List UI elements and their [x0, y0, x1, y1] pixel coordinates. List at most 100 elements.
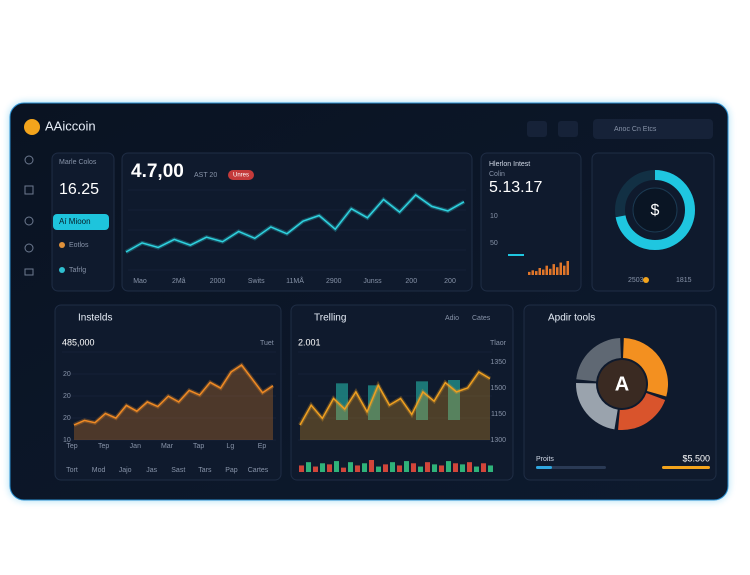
axis-label: Tort	[66, 467, 78, 474]
volume-bar	[467, 462, 472, 472]
nav-icon[interactable]	[24, 268, 34, 276]
area	[300, 372, 490, 440]
donut-center	[632, 187, 678, 233]
axis-label: Ep	[258, 443, 267, 450]
nav-icon[interactable]	[24, 185, 34, 195]
axis-label: Tars	[198, 467, 212, 474]
axis-label: Jajo	[119, 467, 132, 474]
search-box[interactable]	[593, 119, 713, 139]
area	[74, 365, 273, 440]
axis-label: Tep	[98, 443, 109, 450]
legend-bar	[508, 254, 524, 256]
axis-label: 2Mâ	[172, 278, 186, 285]
item-dot	[59, 267, 65, 273]
logo	[24, 119, 40, 135]
card-title: Instelds	[78, 313, 112, 324]
volume-bar	[418, 466, 423, 472]
y-label: 10	[490, 213, 498, 220]
card-value: 16.25	[59, 181, 99, 198]
y-label: 1300	[490, 437, 506, 444]
tools-value: $5.500	[682, 453, 710, 463]
bar	[448, 380, 460, 420]
y-label: 1150	[491, 411, 506, 418]
volume-bar	[383, 464, 388, 472]
volume-bar	[446, 461, 451, 472]
line	[73, 363, 274, 426]
y-label: 20	[63, 415, 71, 422]
icon-button[interactable]	[527, 121, 547, 137]
card-unit: Tuet	[260, 340, 274, 347]
active-button[interactable]	[53, 214, 109, 230]
y-label: 10	[63, 437, 71, 444]
nav-item[interactable]: Aí Mioon	[59, 217, 91, 226]
donut-symbol: $	[651, 202, 660, 219]
nav-icon[interactable]	[24, 216, 34, 226]
tools-label: Proits	[536, 456, 554, 463]
volume-bar	[453, 463, 458, 472]
sidebar-icons	[24, 155, 34, 276]
bar	[552, 264, 555, 275]
progress-track	[536, 466, 606, 469]
donut-segment	[618, 393, 666, 430]
bar	[545, 265, 548, 275]
card-title: Hlerlon Intest	[489, 161, 530, 168]
volume-bar	[362, 463, 367, 472]
line	[299, 371, 491, 426]
bar	[556, 267, 559, 275]
donut-label: 2503	[628, 277, 644, 284]
badge	[228, 170, 254, 180]
card-value: 485,000	[62, 337, 95, 347]
volume-bar	[348, 462, 353, 472]
volume-bar	[341, 467, 346, 472]
main-tag: AST 20	[194, 172, 217, 179]
axis-label: 200	[444, 278, 456, 285]
bar	[416, 381, 428, 420]
bar	[535, 271, 538, 275]
tab[interactable]: Cates	[472, 315, 491, 322]
axis-label: Mao	[133, 278, 147, 285]
progress-bar	[662, 466, 710, 469]
card	[54, 304, 282, 481]
volume-bar	[299, 465, 304, 472]
donut-center	[598, 360, 646, 408]
volume-bar	[334, 461, 339, 472]
volume-bar	[355, 465, 360, 472]
volume-bar	[488, 465, 493, 472]
donut-segment	[576, 338, 621, 382]
card-subtitle: Colin	[489, 171, 505, 178]
card-title: Trelling	[314, 313, 346, 324]
nav-item[interactable]: Tafrlg	[69, 267, 86, 274]
donut-letter: A	[615, 373, 629, 395]
card-title: Apdir tools	[548, 313, 595, 324]
volume-bar	[327, 464, 332, 472]
volume-bar	[481, 463, 486, 472]
axis-label: Jas	[146, 467, 157, 474]
axis-label: Junss	[363, 278, 382, 285]
bar	[528, 271, 531, 275]
nav-icon[interactable]	[24, 155, 34, 165]
axis-label: 2000	[210, 278, 226, 285]
volume-bar	[460, 464, 465, 472]
volume-bar	[397, 465, 402, 472]
volume-bar	[376, 466, 381, 472]
axis-label: Jan	[130, 443, 141, 450]
card	[480, 152, 582, 292]
card-title: Marle Colos	[59, 159, 97, 166]
icon-button[interactable]	[558, 121, 578, 137]
brand: AAiccoin	[45, 118, 96, 133]
volume-bar	[313, 466, 318, 472]
card-unit: Tlaor	[490, 340, 507, 347]
axis-label: 2900	[326, 278, 342, 285]
axis-label: Lg	[226, 443, 234, 450]
nav-icon[interactable]	[24, 243, 34, 253]
volume-bar	[369, 460, 374, 472]
bar	[563, 265, 566, 275]
axis-label: Cartes	[248, 467, 269, 474]
nav-item[interactable]: Eotlos	[69, 242, 89, 249]
search-text: Anoc Cn Etcs	[614, 126, 657, 133]
axis-label: Pap	[225, 467, 238, 474]
tab[interactable]: Adio	[445, 315, 459, 322]
line	[125, 194, 465, 253]
